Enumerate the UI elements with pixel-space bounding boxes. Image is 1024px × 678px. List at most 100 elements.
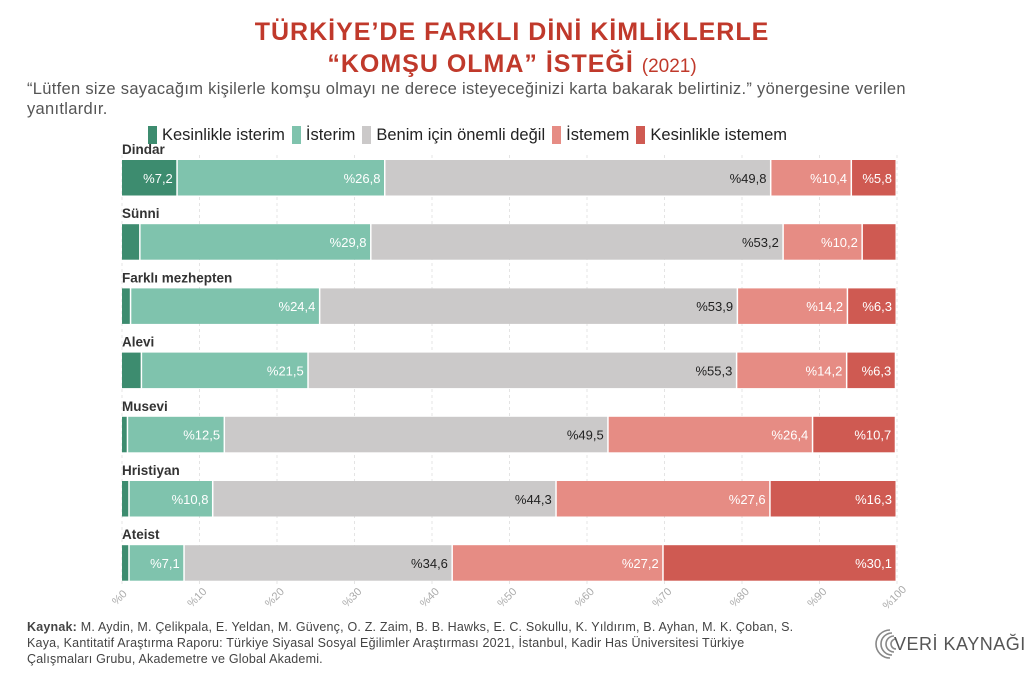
bar-segment	[177, 160, 384, 196]
bar-segment	[122, 160, 177, 196]
category-label: Farklı mezhepten	[122, 270, 232, 285]
bar-segment	[213, 481, 556, 517]
x-tick-label: %90	[805, 586, 829, 610]
x-tick-label: %20	[263, 586, 287, 610]
bar-segment	[852, 160, 896, 196]
legend-label: İsterim	[305, 125, 356, 144]
bar-segment	[371, 224, 783, 260]
x-tick-label: %30	[340, 586, 364, 610]
x-tick-label: %60	[573, 586, 597, 610]
x-tick-label: %100	[881, 584, 909, 612]
x-tick-label: %10	[185, 586, 209, 610]
data-label: %49,8	[730, 171, 767, 186]
legend-item: İsterim	[291, 125, 356, 145]
bar-segment	[129, 481, 212, 517]
bar-segment	[308, 352, 736, 389]
category-label: Musevi	[122, 399, 168, 414]
bar-segment	[770, 481, 896, 517]
data-label: %21,5	[267, 363, 304, 378]
chart-subtitle: “Lütfen size sayacağım kişilerle komşu o…	[27, 80, 906, 118]
legend-swatch	[362, 126, 372, 144]
category-label: Alevi	[122, 335, 154, 350]
data-label: %12,5	[183, 428, 220, 443]
data-label: %16,3	[855, 492, 892, 507]
data-label: %53,9	[696, 299, 733, 314]
legend-label: Benim için önemli değil	[376, 125, 546, 144]
bar-segment	[783, 224, 862, 260]
legend-label: Kesinlikle istemem	[650, 125, 788, 144]
bar-segment	[225, 416, 608, 453]
bar-segment	[122, 545, 129, 581]
legend-item: Kesinlikle istemem	[636, 126, 787, 145]
chart-title-line1: TÜRKİYE’DE FARKLI DİNİ KİMLİKLERLE	[254, 18, 770, 46]
data-label: %10,8	[172, 492, 209, 507]
data-label: %10,7	[854, 428, 891, 443]
legend-label: İstemem	[566, 125, 630, 144]
legend-label: Kesinlikle isterim	[162, 125, 285, 144]
veri-kaynagi-logo: VERİ KAYNAĞI	[872, 624, 1024, 664]
legend-swatch	[148, 126, 157, 144]
source-text: M. Aydin, M. Çelikpala, E. Yeldan, M. Gü…	[27, 620, 794, 666]
bar-segment	[131, 288, 319, 324]
data-label: %44,3	[515, 492, 552, 507]
bar-segment	[122, 224, 140, 260]
bar-segment	[129, 545, 184, 581]
bar-segment	[320, 288, 737, 324]
data-label: %7,2	[143, 171, 173, 186]
data-label: %49,5	[567, 428, 604, 443]
bar-segment	[140, 224, 371, 260]
bar-segment	[663, 545, 896, 581]
data-label: %30,1	[855, 556, 892, 571]
data-label: %53,2	[742, 235, 779, 250]
chart-title-line2: “KOMŞU OLMA” İSTEĞİ (2021)	[0, 50, 1024, 79]
bar-segment	[862, 224, 896, 260]
chart-title-year: (2021)	[641, 56, 697, 77]
legend-item: Benim için önemli değil	[362, 126, 545, 145]
bar-segment	[142, 352, 308, 389]
bar-segment	[608, 416, 812, 453]
bar-segment	[847, 352, 895, 389]
bar-segment	[737, 352, 846, 389]
data-label: %34,6	[411, 556, 448, 571]
x-tick-label: %0	[110, 588, 130, 608]
legend: Kesinlikle isterim İsterim Benim için önem…	[148, 124, 794, 146]
bar-segment	[128, 416, 224, 453]
legend-swatch	[552, 126, 562, 144]
data-label: %27,2	[622, 556, 659, 571]
data-label: %26,4	[771, 428, 808, 443]
data-label: %14,2	[806, 363, 843, 378]
category-label: Sünni	[122, 206, 160, 221]
data-label: %14,2	[806, 299, 843, 314]
data-label: %55,3	[695, 363, 732, 378]
bar-segment	[738, 288, 847, 324]
data-label: %5,8	[862, 171, 892, 186]
legend-item: İstemem	[552, 126, 629, 145]
data-label: %6,3	[862, 363, 892, 378]
data-label: %10,4	[810, 171, 847, 186]
legend-swatch	[291, 126, 301, 144]
bar-segment	[452, 545, 663, 581]
bar-segment	[122, 481, 129, 517]
bar-segment	[556, 481, 770, 517]
bar-segment	[122, 416, 127, 453]
data-label: %24,4	[279, 299, 316, 314]
x-tick-label: %40	[418, 586, 442, 610]
logo-text: VERİ KAYNAĞI	[894, 634, 1024, 654]
data-label: %10,2	[821, 235, 858, 250]
bar-segment	[771, 160, 851, 196]
data-label: %26,8	[344, 171, 381, 186]
concentric-arcs-logo-icon	[875, 629, 897, 659]
bar-segment	[848, 288, 896, 324]
data-label: %6,3	[862, 299, 892, 314]
source-footer: Kaynak: M. Aydin, M. Çelikpala, E. Yelda…	[27, 619, 807, 667]
bar-segment	[184, 545, 452, 581]
data-label: %27,6	[729, 492, 766, 507]
bar-segment	[813, 416, 895, 453]
legend-item: Kesinlikle isterim	[148, 126, 285, 145]
x-tick-label: %50	[495, 586, 519, 610]
x-tick-label: %80	[728, 586, 752, 610]
bar-segment	[122, 352, 141, 389]
category-label: Ateist	[122, 527, 160, 542]
bar-segment	[122, 288, 130, 324]
